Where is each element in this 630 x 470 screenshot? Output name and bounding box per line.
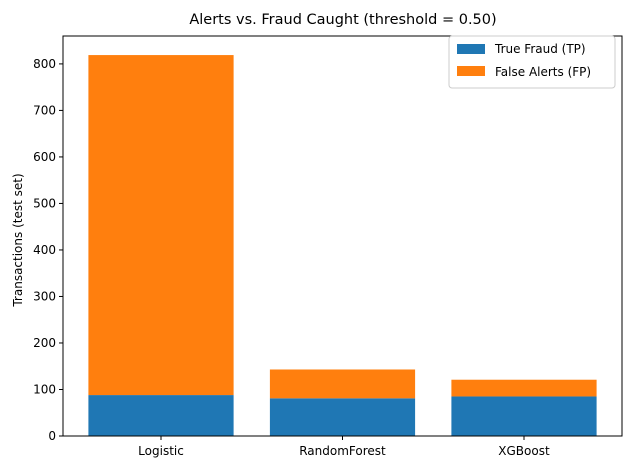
bar-xgboost-false-alerts <box>451 379 597 397</box>
y-axis-label: Transactions (test set) <box>11 173 25 307</box>
legend-label-true-fraud: True Fraud (TP) <box>494 42 586 56</box>
bar-randomforest-true-fraud <box>269 398 416 436</box>
bars-group <box>88 55 597 436</box>
x-tick-label-logistic: Logistic <box>138 444 184 458</box>
y-ticks-group: 0 100 200 300 400 500 600 700 800 <box>33 57 63 443</box>
legend-box <box>448 35 616 89</box>
y-tick-label: 800 <box>33 57 56 71</box>
y-tick-label: 300 <box>33 289 56 303</box>
y-tick-label: 600 <box>33 150 56 164</box>
y-tick-label: 200 <box>33 336 56 350</box>
y-tick-label: 400 <box>33 243 56 257</box>
bar-logistic-false-alerts <box>88 55 234 396</box>
x-tick-label-xgboost: XGBoost <box>498 444 550 458</box>
y-tick-label: 700 <box>33 103 56 117</box>
chart-title: Alerts vs. Fraud Caught (threshold = 0.5… <box>189 12 496 28</box>
bar-randomforest-false-alerts <box>269 369 416 399</box>
legend-label-false-alerts: False Alerts (FP) <box>495 65 591 79</box>
y-tick-label: 100 <box>33 382 56 396</box>
legend-swatch-false-alerts <box>457 66 485 76</box>
plot-frame <box>62 35 623 437</box>
bar-logistic-true-fraud <box>88 395 234 436</box>
y-tick-label: 0 <box>48 429 56 443</box>
x-tick-label-randomforest: RandomForest <box>299 444 386 458</box>
y-tick-label: 500 <box>33 196 56 210</box>
legend-swatch-true-fraud <box>457 44 485 54</box>
bar-xgboost-true-fraud <box>451 396 597 436</box>
x-ticks-group: Logistic RandomForest XGBoost <box>138 436 550 458</box>
legend: True Fraud (TP) False Alerts (FP) <box>448 35 616 89</box>
